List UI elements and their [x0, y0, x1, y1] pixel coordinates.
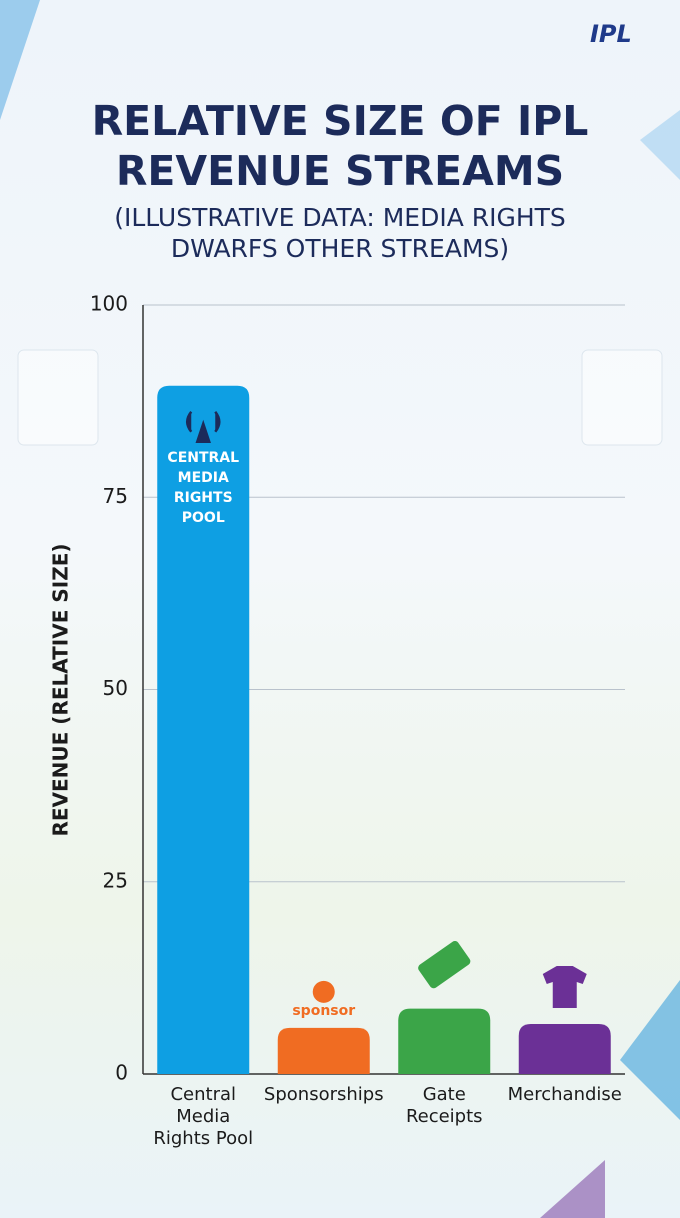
logo: IPL: [590, 20, 632, 48]
chart-subtitle: (ILLUSTRATIVE DATA: MEDIA RIGHTS DWARFS …: [114, 203, 566, 263]
bar-annotation: sponsor: [292, 1002, 356, 1019]
x-tick-label: Central Media Rights Pool: [153, 1084, 254, 1149]
icon: [186, 410, 221, 443]
y-tick-label: 0: [115, 1061, 128, 1085]
bar-annotation: CENTRAL MEDIA RIGHTS POOL: [167, 449, 240, 526]
bar: [518, 1024, 611, 1074]
y-axis-label: REVENUE (RELATIVE SIZE): [49, 543, 73, 836]
bar: [277, 1027, 370, 1074]
bar: [398, 1008, 491, 1074]
y-tick-label: 25: [103, 868, 128, 892]
y-tick-label: 75: [103, 484, 128, 508]
icon: [312, 980, 335, 1003]
x-tick-label: Merchandise: [507, 1084, 622, 1105]
x-tick-label: Sponsorships: [263, 1084, 384, 1105]
icon: [542, 966, 587, 1009]
chart-title: RELATIVE SIZE OF IPL REVENUE STREAMS: [91, 97, 589, 195]
bar: [157, 385, 250, 1074]
x-tick-label: Gate Receipts: [405, 1084, 483, 1127]
y-tick-label: 50: [103, 676, 128, 700]
y-tick-label: 100: [90, 292, 128, 316]
icon: [418, 940, 471, 989]
